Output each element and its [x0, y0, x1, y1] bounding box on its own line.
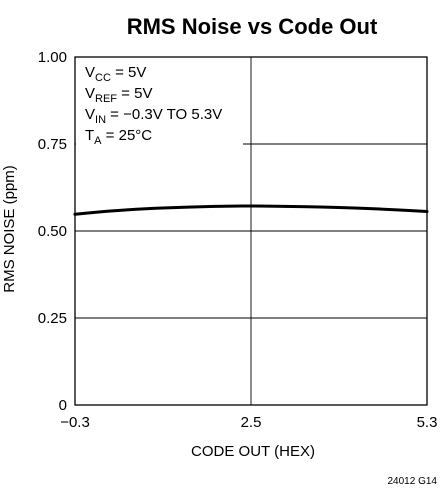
series-line [73, 204, 429, 216]
chart-title: RMS Noise vs Code Out [127, 14, 378, 39]
series [73, 204, 429, 216]
condition-symbol: T [85, 127, 94, 144]
condition-subscript: REF [95, 93, 117, 105]
y-tick-label: 0.25 [38, 310, 67, 327]
x-axis-label: CODE OUT (HEX) [191, 443, 315, 460]
y-tick-labels: 0 0.25 0.50 0.75 1.00 [38, 49, 67, 414]
condition-subscript: A [94, 135, 102, 147]
condition-line: VIN = −0.3V TO 5.3V [85, 106, 222, 126]
condition-subscript: IN [95, 114, 106, 126]
plot-frame [74, 56, 428, 406]
condition-line: VREF = 5V [85, 85, 152, 105]
x-tick-label: −0.3 [60, 414, 90, 431]
y-tick-label: 0 [59, 397, 67, 414]
condition-symbol: V [85, 85, 95, 102]
x-tick-label: 2.5 [241, 414, 262, 431]
y-tick-label: 1.00 [38, 49, 67, 66]
figure-id: 24012 G14 [388, 476, 438, 487]
conditions-box-bg [76, 58, 243, 152]
x-tick-label: 5.3 [417, 414, 438, 431]
condition-value: = 5V [117, 85, 152, 102]
condition-line: TA = 25°C [85, 127, 152, 147]
condition-value: = 25°C [102, 127, 153, 144]
y-tick-label: 0.50 [38, 223, 67, 240]
x-tick-labels: −0.3 2.5 5.3 [60, 414, 437, 431]
y-axis-label: RMS NOISE (ppm) [1, 165, 18, 293]
condition-symbol: V [85, 64, 95, 81]
condition-subscript: CC [95, 72, 111, 84]
condition-symbol: V [85, 106, 95, 123]
y-tick-label: 0.75 [38, 136, 67, 153]
condition-line: VCC = 5V [85, 64, 146, 84]
condition-value: = 5V [111, 64, 146, 81]
condition-value: = −0.3V TO 5.3V [106, 106, 222, 123]
